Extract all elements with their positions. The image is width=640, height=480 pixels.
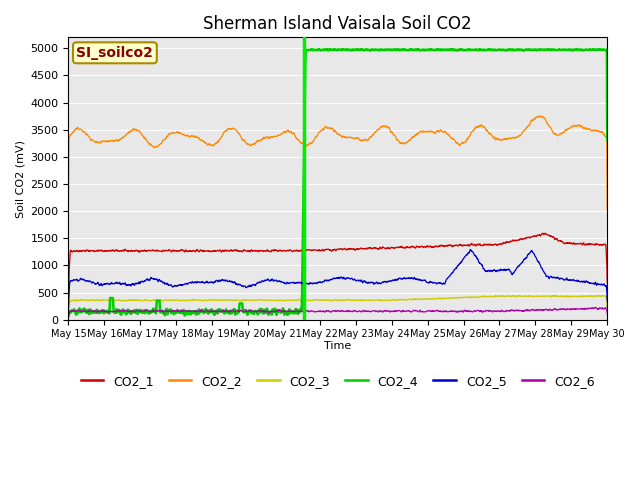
CO2_1 bbox=[326, 247, 334, 253]
Line: CO2_5: CO2_5 bbox=[68, 250, 607, 309]
CO2_1 bbox=[588, 241, 596, 247]
CO2_5 bbox=[489, 267, 497, 273]
Text: SI_soilco2: SI_soilco2 bbox=[77, 46, 154, 60]
X-axis label: Time: Time bbox=[324, 341, 351, 351]
CO2_2 bbox=[312, 134, 320, 140]
CO2_5 bbox=[92, 281, 100, 287]
CO2_6 bbox=[312, 309, 320, 314]
CO2_4 bbox=[604, 137, 611, 143]
CO2_3 bbox=[312, 297, 320, 302]
Line: CO2_1: CO2_1 bbox=[68, 233, 607, 301]
CO2_3 bbox=[92, 297, 100, 303]
CO2_2 bbox=[326, 125, 334, 131]
CO2_5 bbox=[588, 280, 595, 286]
CO2_2 bbox=[536, 113, 544, 119]
CO2_3 bbox=[65, 312, 72, 317]
CO2_4 bbox=[588, 47, 595, 53]
CO2_1 bbox=[92, 249, 100, 254]
CO2_6 bbox=[92, 308, 100, 314]
CO2_3 bbox=[489, 294, 497, 300]
CO2_5 bbox=[65, 306, 72, 312]
CO2_3 bbox=[604, 305, 611, 311]
CO2_3 bbox=[588, 293, 595, 299]
Title: Sherman Island Vaisala Soil CO2: Sherman Island Vaisala Soil CO2 bbox=[204, 15, 472, 33]
CO2_1 bbox=[489, 242, 497, 248]
CO2_1 bbox=[65, 298, 72, 304]
CO2_5 bbox=[312, 281, 320, 287]
CO2_4 bbox=[326, 47, 334, 52]
CO2_1 bbox=[604, 280, 611, 286]
CO2_4 bbox=[65, 312, 72, 318]
CO2_1 bbox=[312, 247, 320, 253]
CO2_4 bbox=[489, 47, 497, 53]
CO2_3 bbox=[326, 298, 334, 303]
CO2_2 bbox=[92, 139, 100, 145]
CO2_2 bbox=[588, 128, 596, 133]
CO2_5 bbox=[326, 276, 334, 282]
CO2_6 bbox=[588, 305, 595, 311]
CO2_5 bbox=[467, 247, 474, 252]
CO2_5 bbox=[604, 298, 611, 304]
Y-axis label: Soil CO2 (mV): Soil CO2 (mV) bbox=[15, 140, 25, 217]
CO2_4 bbox=[312, 47, 320, 53]
CO2_3 bbox=[588, 293, 595, 299]
CO2_3 bbox=[599, 292, 607, 298]
Line: CO2_4: CO2_4 bbox=[68, 49, 607, 315]
CO2_6 bbox=[604, 311, 611, 316]
CO2_1 bbox=[539, 230, 547, 236]
CO2_4 bbox=[588, 47, 596, 53]
CO2_1 bbox=[588, 241, 595, 247]
CO2_4 bbox=[572, 46, 580, 52]
CO2_2 bbox=[588, 128, 595, 133]
CO2_6 bbox=[489, 309, 497, 315]
Line: CO2_6: CO2_6 bbox=[68, 307, 607, 318]
CO2_4 bbox=[92, 309, 100, 315]
CO2_6 bbox=[588, 305, 595, 311]
CO2_2 bbox=[604, 206, 611, 212]
CO2_6 bbox=[591, 304, 599, 310]
Line: CO2_3: CO2_3 bbox=[68, 295, 607, 314]
Legend: CO2_1, CO2_2, CO2_3, CO2_4, CO2_5, CO2_6: CO2_1, CO2_2, CO2_3, CO2_4, CO2_5, CO2_6 bbox=[76, 370, 600, 393]
CO2_6 bbox=[65, 315, 72, 321]
Line: CO2_2: CO2_2 bbox=[68, 116, 607, 211]
CO2_2 bbox=[489, 134, 497, 140]
CO2_2 bbox=[65, 208, 72, 214]
CO2_5 bbox=[588, 280, 596, 286]
CO2_6 bbox=[326, 309, 334, 314]
